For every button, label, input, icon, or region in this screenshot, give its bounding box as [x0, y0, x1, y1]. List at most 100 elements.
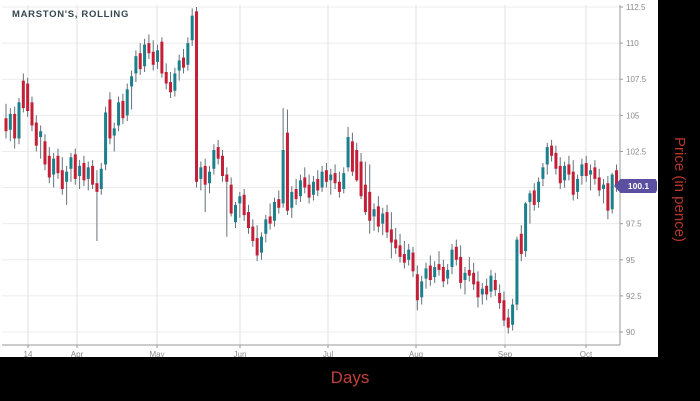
candle-down — [324, 170, 328, 182]
candle-down — [255, 238, 259, 256]
candle-down — [34, 122, 38, 146]
candle-down — [441, 267, 445, 282]
candle-up — [480, 288, 484, 295]
candle-up — [537, 181, 541, 202]
candle-up — [156, 50, 160, 62]
candle-down — [459, 256, 463, 283]
candle-up — [541, 167, 545, 179]
candle-down — [4, 118, 8, 132]
candle-up — [99, 168, 103, 189]
candle-up — [199, 167, 203, 179]
candle-up — [117, 102, 121, 126]
candle-down — [285, 132, 289, 211]
y-tick-label: 107.5 — [626, 75, 647, 84]
x-tick-label: Apr — [71, 350, 84, 357]
candle-up — [186, 43, 190, 65]
candle-up — [515, 239, 519, 305]
candle-down — [467, 269, 471, 276]
candle-down — [60, 170, 64, 189]
y-tick-label: 105 — [626, 111, 640, 120]
candle-up — [272, 202, 276, 221]
candle-down — [333, 173, 337, 184]
y-tick-label: 92.5 — [626, 292, 642, 301]
candle-up — [511, 304, 515, 325]
candle-down — [337, 181, 341, 192]
candle-up — [65, 171, 69, 182]
candle-down — [169, 82, 173, 93]
candle-down — [615, 170, 619, 187]
candle-up — [610, 174, 614, 210]
candle-down — [567, 164, 571, 175]
candle-down — [108, 99, 112, 139]
candle-down — [151, 51, 155, 65]
last-price-value: 100.1 — [627, 181, 650, 191]
candle-down — [195, 11, 199, 182]
candle-up — [39, 131, 43, 137]
x-tick-label: Oct — [580, 350, 593, 357]
candle-down — [13, 113, 17, 139]
x-tick-label: May — [149, 350, 164, 357]
candle-up — [602, 184, 606, 189]
candle-down — [221, 155, 224, 176]
candle-down — [402, 254, 406, 263]
x-tick-label: 14 — [24, 350, 33, 357]
candle-down — [472, 272, 476, 285]
x-tick-label: Aug — [409, 350, 423, 357]
candle-up — [346, 137, 350, 168]
candle-up — [52, 158, 56, 175]
candle-down — [246, 212, 250, 228]
candle-up — [407, 249, 411, 260]
candle-down — [277, 199, 281, 208]
candle-down — [160, 41, 164, 74]
candle-down — [164, 72, 168, 84]
candle-down — [242, 194, 246, 215]
candle-down — [56, 155, 60, 174]
candle-down — [359, 161, 363, 197]
candle-up — [298, 180, 302, 197]
candle-down — [138, 53, 142, 70]
candle-up — [69, 157, 73, 169]
candle-down — [485, 285, 489, 295]
candle-up — [208, 171, 212, 184]
candle-up — [17, 102, 21, 139]
candle-up — [130, 76, 134, 87]
candle-up — [381, 213, 385, 224]
candle-down — [502, 300, 506, 321]
candle-down — [21, 80, 25, 109]
y-tick-label: 112.5 — [626, 3, 646, 12]
candle-down — [394, 239, 398, 249]
candle-down — [95, 183, 99, 192]
candle-down — [307, 184, 311, 198]
candle-down — [316, 178, 320, 191]
candle-down — [294, 189, 298, 200]
candle-up — [528, 193, 532, 202]
candle-up — [342, 173, 346, 189]
candle-down — [303, 177, 307, 188]
candle-up — [450, 249, 454, 267]
candle-up — [433, 267, 437, 278]
candle-up — [112, 128, 116, 136]
candle-up — [576, 178, 580, 192]
candle-down — [82, 163, 86, 181]
candle-down — [203, 165, 207, 185]
y-tick-label: 95 — [626, 256, 635, 265]
candle-up — [580, 164, 584, 176]
candle-down — [398, 245, 402, 257]
candle-down — [476, 281, 480, 298]
candle-up — [134, 56, 138, 74]
chart-title: MARSTON'S, ROLLING — [12, 9, 130, 20]
candle-up — [264, 219, 268, 234]
candle-up — [78, 165, 82, 176]
candle-up — [143, 44, 147, 67]
candle-down — [428, 265, 432, 280]
candle-up — [259, 236, 263, 253]
candle-up — [233, 204, 237, 223]
candle-down — [498, 293, 502, 304]
candle-down — [26, 83, 30, 111]
candle-down — [506, 317, 510, 328]
candle-down — [251, 226, 255, 241]
x-tick-label: Jun — [234, 350, 247, 357]
candle-up — [86, 167, 90, 179]
y-tick-label: 102.5 — [626, 147, 647, 156]
candle-up — [281, 150, 285, 204]
